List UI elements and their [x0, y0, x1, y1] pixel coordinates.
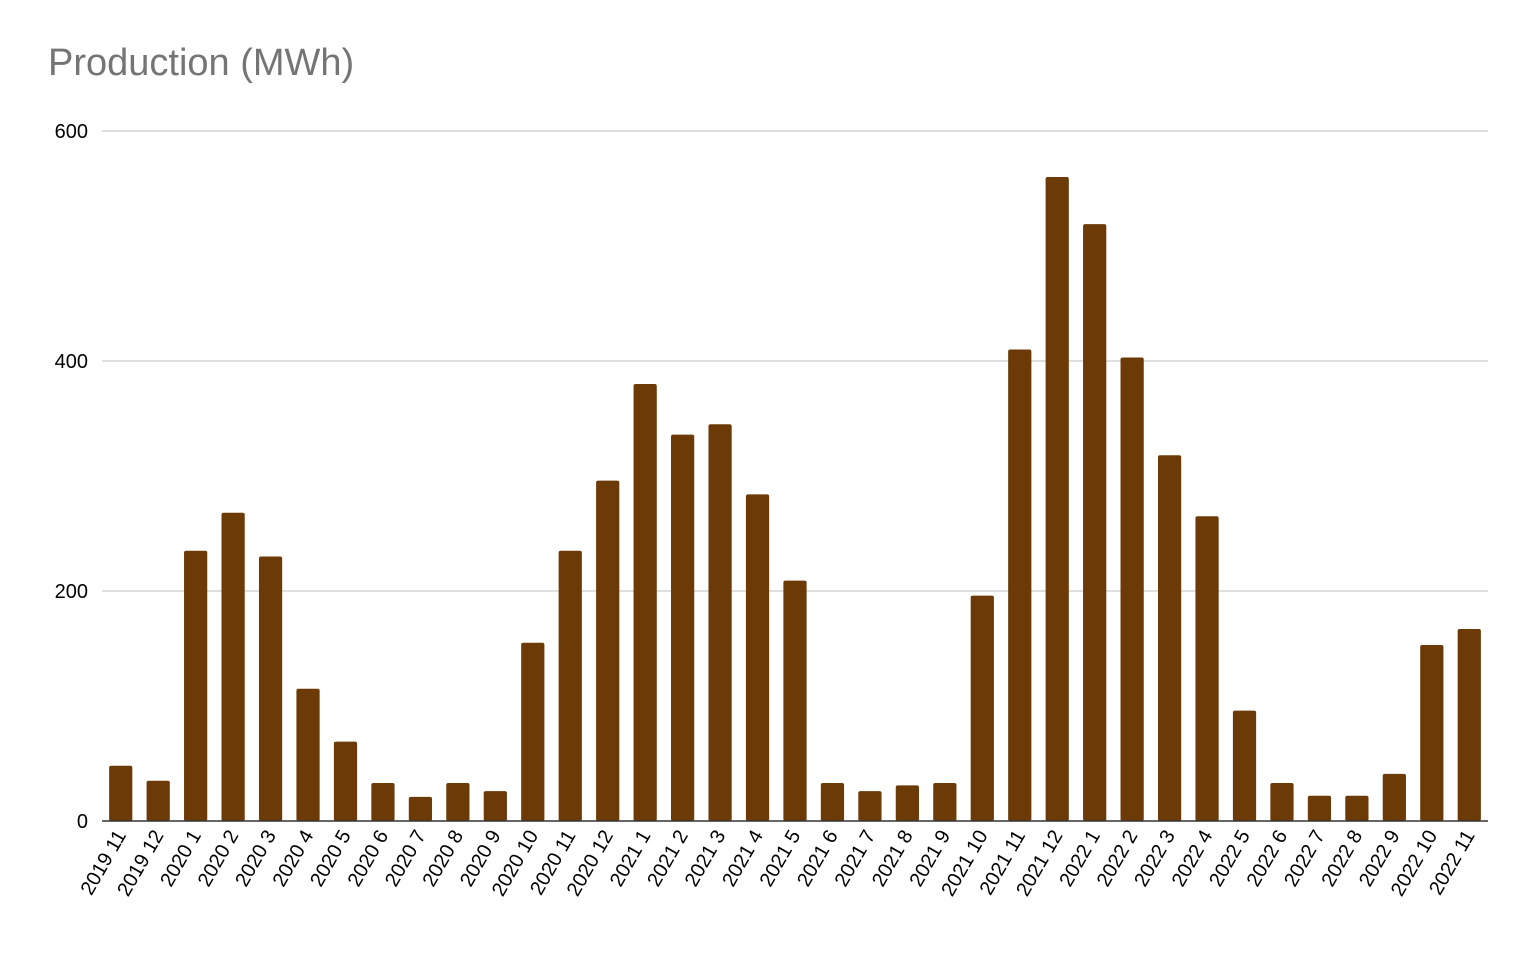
bar	[296, 688, 320, 821]
bar	[408, 796, 433, 821]
y-tick-label: 0	[77, 811, 88, 833]
bar	[109, 765, 133, 821]
bar	[1008, 349, 1032, 821]
bar	[858, 791, 882, 821]
bar	[446, 783, 470, 821]
bar	[1045, 177, 1069, 821]
bar	[146, 780, 170, 821]
y-tick-label: 600	[55, 121, 88, 143]
bar	[820, 783, 845, 821]
bar	[1083, 224, 1107, 821]
bar	[1382, 773, 1406, 821]
bar	[745, 494, 770, 821]
bar	[558, 550, 582, 821]
bar	[1232, 710, 1257, 821]
chart-title: Production (MWh)	[48, 42, 355, 84]
bar	[1270, 783, 1294, 821]
bar	[671, 434, 695, 821]
y-tick-label: 400	[55, 351, 88, 373]
bar	[1307, 795, 1332, 821]
gridlines	[102, 130, 1488, 592]
bar	[221, 512, 245, 821]
bar	[1120, 357, 1144, 821]
bar	[483, 791, 507, 821]
bars	[109, 177, 1481, 821]
y-tick-label: 200	[55, 581, 88, 603]
bar	[1195, 516, 1219, 821]
y-axis-tick-labels: 0 200 400 600	[55, 121, 88, 833]
bar	[371, 783, 395, 821]
bar	[333, 741, 358, 821]
bar	[933, 783, 957, 821]
bar	[895, 785, 919, 821]
bar	[1420, 645, 1444, 821]
bar	[258, 556, 283, 821]
bar	[708, 424, 732, 821]
bar	[783, 580, 807, 821]
bar	[970, 595, 994, 821]
bar	[1345, 795, 1369, 821]
bar	[1457, 628, 1481, 821]
bar	[596, 480, 620, 821]
bar	[184, 550, 208, 821]
bar	[633, 384, 657, 821]
bar	[521, 642, 545, 821]
bar	[1157, 455, 1182, 821]
